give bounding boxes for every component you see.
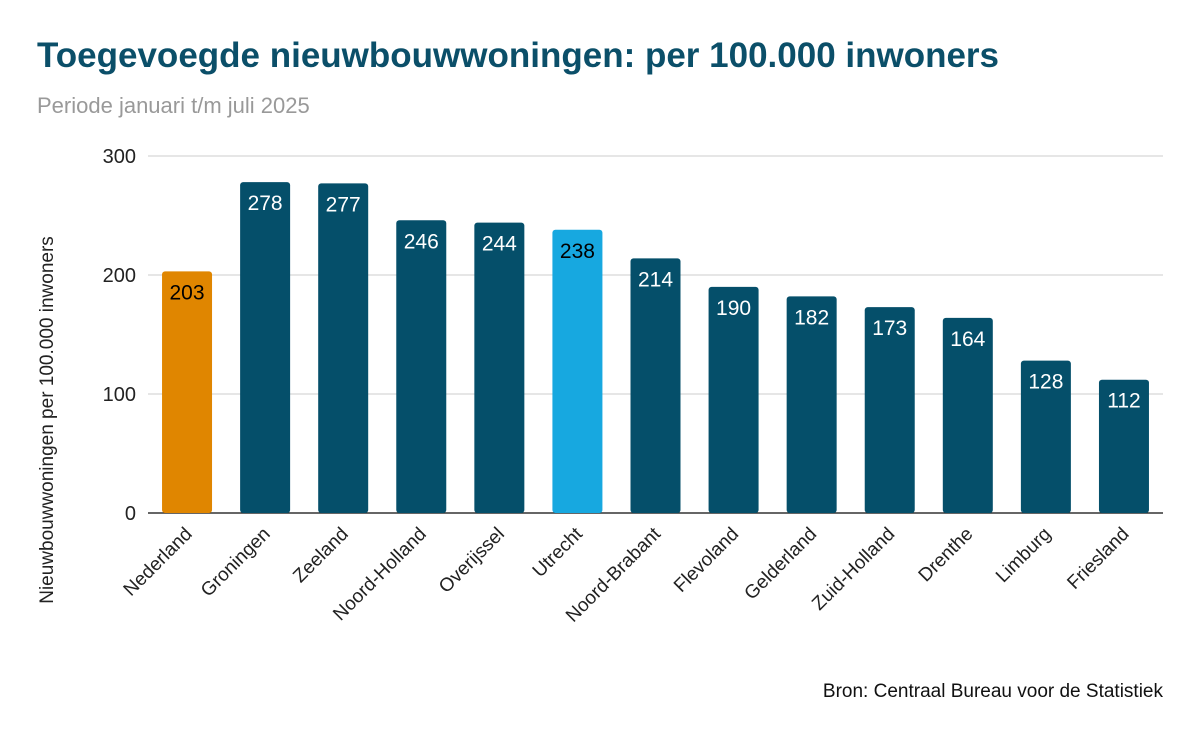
bar-groningen <box>240 182 291 513</box>
y-tick-label: 100 <box>103 384 136 406</box>
data-label: 277 <box>326 193 361 216</box>
source-note: Bron: Centraal Bureau voor de Statistiek <box>823 681 1164 702</box>
data-label: 190 <box>716 297 751 320</box>
bar-noord-holland <box>396 220 447 513</box>
bar-flevoland <box>708 286 759 513</box>
x-tick-label: Overijssel <box>435 524 509 598</box>
y-tick-label: 0 <box>125 503 136 525</box>
x-tick-label: Drenthe <box>915 524 978 587</box>
data-label: 244 <box>482 233 517 256</box>
x-tick-label: Nederland <box>120 524 197 601</box>
x-tick-label: Groningen <box>197 524 275 602</box>
x-tick-label: Utrecht <box>529 523 588 582</box>
bar-noord-brabant <box>630 258 681 513</box>
x-tick-label: Zuid-Holland <box>808 524 899 615</box>
x-tick-label: Limburg <box>992 524 1055 587</box>
bar-gelderland <box>786 296 837 513</box>
y-axis-label: Nieuwbouwwoningen per 100.000 inwoners <box>37 236 58 604</box>
y-tick-label: 300 <box>103 146 136 168</box>
data-label: 214 <box>638 268 673 291</box>
y-tick-label: 200 <box>103 265 136 287</box>
data-label: 278 <box>248 192 283 215</box>
data-label: 112 <box>1107 390 1140 413</box>
data-label: 203 <box>170 281 205 304</box>
bar-drenthe <box>942 317 993 513</box>
x-tick-label: Flevoland <box>670 524 743 597</box>
x-tick-label: Zeeland <box>289 524 352 587</box>
bar-utrecht <box>552 229 603 513</box>
bar-friesland <box>1098 379 1149 513</box>
x-tick-label: Gelderland <box>741 524 822 605</box>
bar-overijssel <box>474 222 525 513</box>
bar-zeeland <box>318 183 369 513</box>
data-label: 128 <box>1028 371 1063 394</box>
bar-zuid-holland <box>864 307 915 513</box>
chart-title: Toegevoegde nieuwbouwwoningen: per 100.0… <box>37 36 999 75</box>
data-label: 182 <box>794 306 829 329</box>
data-label: 173 <box>872 317 907 340</box>
bar-limburg <box>1020 360 1071 513</box>
chart-subtitle: Periode januari t/m juli 2025 <box>37 93 310 118</box>
data-label: 246 <box>404 230 439 253</box>
bar-nederland <box>162 271 213 513</box>
data-label: 164 <box>950 328 985 351</box>
x-tick-label: Friesland <box>1063 524 1133 594</box>
data-label: 238 <box>560 240 595 263</box>
